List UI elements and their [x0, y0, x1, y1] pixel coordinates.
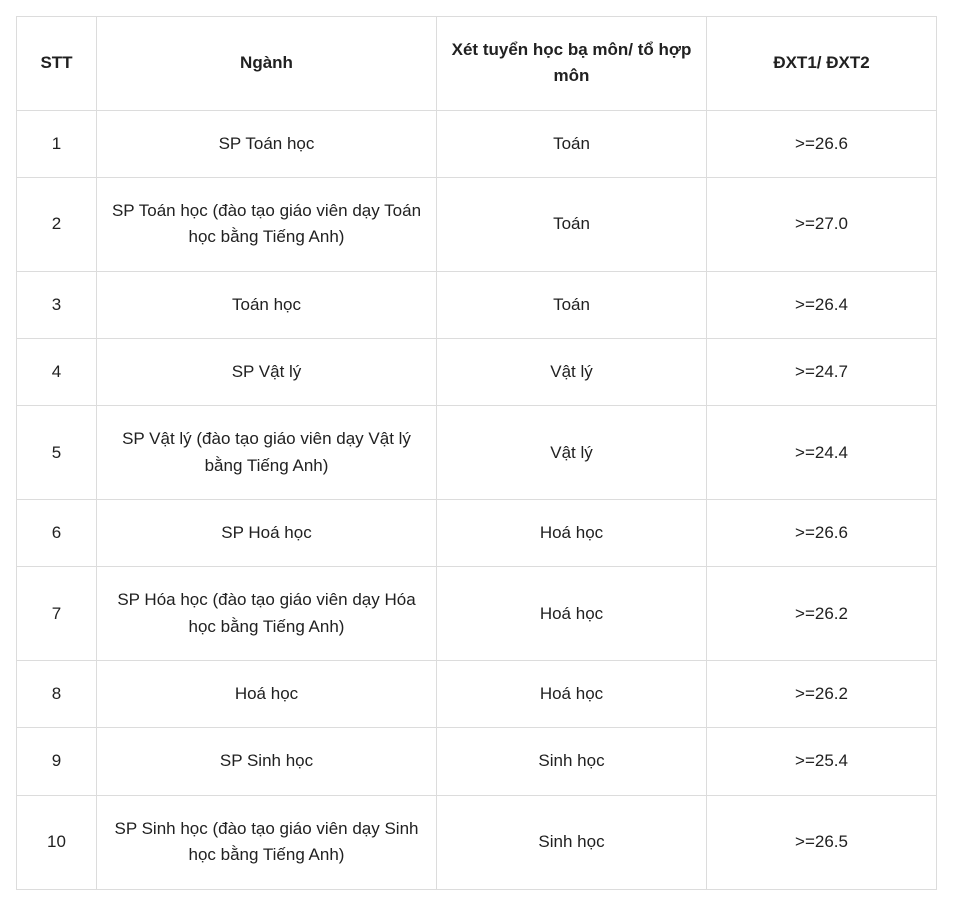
cell-subj: Vật lý: [437, 406, 707, 500]
col-header-stt: STT: [17, 17, 97, 111]
table-row: 6 SP Hoá học Hoá học >=26.6: [17, 500, 937, 567]
table-row: 2 SP Toán học (đào tạo giáo viên dạy Toá…: [17, 178, 937, 272]
cell-subj: Hoá học: [437, 567, 707, 661]
cell-score: >=26.4: [707, 271, 937, 338]
cell-score: >=27.0: [707, 178, 937, 272]
col-header-score: ĐXT1/ ĐXT2: [707, 17, 937, 111]
table-header-row: STT Ngành Xét tuyển học bạ môn/ tổ hợp m…: [17, 17, 937, 111]
admissions-table: STT Ngành Xét tuyển học bạ môn/ tổ hợp m…: [16, 16, 937, 890]
cell-stt: 6: [17, 500, 97, 567]
table-row: 8 Hoá học Hoá học >=26.2: [17, 661, 937, 728]
cell-score: >=25.4: [707, 728, 937, 795]
cell-stt: 9: [17, 728, 97, 795]
cell-subj: Hoá học: [437, 500, 707, 567]
table-row: 4 SP Vật lý Vật lý >=24.7: [17, 339, 937, 406]
cell-score: >=26.6: [707, 110, 937, 177]
cell-major: SP Toán học (đào tạo giáo viên dạy Toán …: [97, 178, 437, 272]
cell-major: Toán học: [97, 271, 437, 338]
table-row: 7 SP Hóa học (đào tạo giáo viên dạy Hóa …: [17, 567, 937, 661]
cell-subj: Sinh học: [437, 728, 707, 795]
cell-stt: 1: [17, 110, 97, 177]
cell-stt: 2: [17, 178, 97, 272]
col-header-major: Ngành: [97, 17, 437, 111]
cell-score: >=24.4: [707, 406, 937, 500]
cell-stt: 8: [17, 661, 97, 728]
cell-major: SP Sinh học: [97, 728, 437, 795]
cell-major: SP Sinh học (đào tạo giáo viên dạy Sinh …: [97, 795, 437, 889]
cell-subj: Sinh học: [437, 795, 707, 889]
cell-subj: Toán: [437, 110, 707, 177]
cell-stt: 4: [17, 339, 97, 406]
table-row: 1 SP Toán học Toán >=26.6: [17, 110, 937, 177]
cell-subj: Toán: [437, 271, 707, 338]
cell-score: >=26.2: [707, 567, 937, 661]
table-row: 5 SP Vật lý (đào tạo giáo viên dạy Vật l…: [17, 406, 937, 500]
cell-subj: Toán: [437, 178, 707, 272]
cell-score: >=26.6: [707, 500, 937, 567]
cell-major: SP Toán học: [97, 110, 437, 177]
cell-major: Hoá học: [97, 661, 437, 728]
cell-stt: 5: [17, 406, 97, 500]
cell-major: SP Vật lý (đào tạo giáo viên dạy Vật lý …: [97, 406, 437, 500]
cell-subj: Hoá học: [437, 661, 707, 728]
cell-stt: 3: [17, 271, 97, 338]
cell-stt: 7: [17, 567, 97, 661]
cell-score: >=24.7: [707, 339, 937, 406]
cell-major: SP Hoá học: [97, 500, 437, 567]
cell-subj: Vật lý: [437, 339, 707, 406]
cell-score: >=26.5: [707, 795, 937, 889]
table-row: 9 SP Sinh học Sinh học >=25.4: [17, 728, 937, 795]
col-header-subj: Xét tuyển học bạ môn/ tổ hợp môn: [437, 17, 707, 111]
cell-major: SP Hóa học (đào tạo giáo viên dạy Hóa họ…: [97, 567, 437, 661]
table-row: 3 Toán học Toán >=26.4: [17, 271, 937, 338]
cell-score: >=26.2: [707, 661, 937, 728]
cell-major: SP Vật lý: [97, 339, 437, 406]
table-row: 10 SP Sinh học (đào tạo giáo viên dạy Si…: [17, 795, 937, 889]
cell-stt: 10: [17, 795, 97, 889]
